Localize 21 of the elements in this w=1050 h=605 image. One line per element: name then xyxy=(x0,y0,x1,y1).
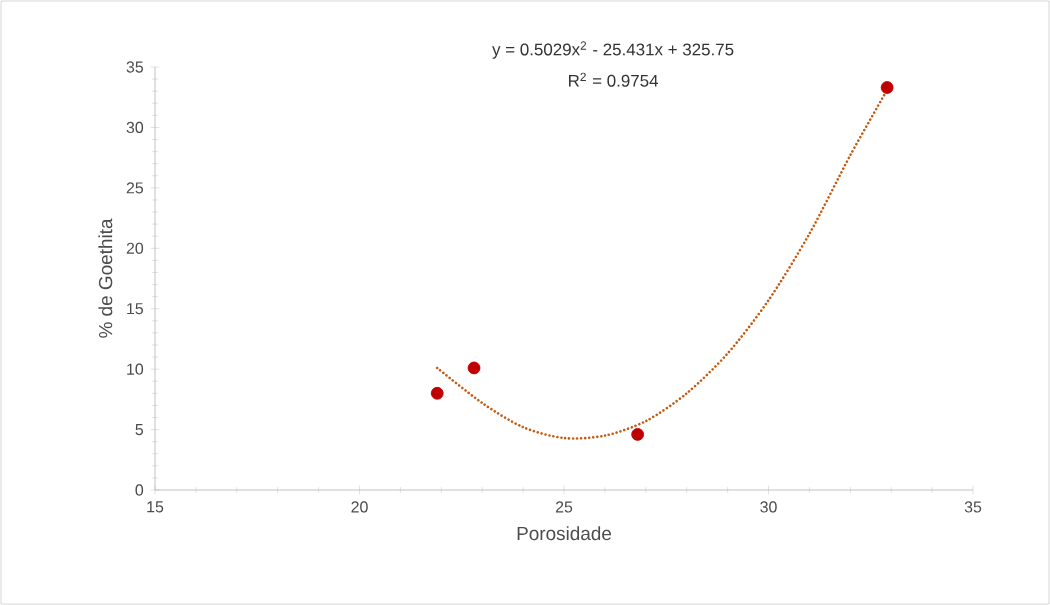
y-tick-label: 25 xyxy=(126,182,144,194)
y-tick-label: 0 xyxy=(135,484,144,496)
point xyxy=(631,428,645,441)
y-tick-label: 35 xyxy=(126,61,144,73)
text: y = 0.5029x$^{2}$ - 25.431x + 325.75 xyxy=(492,41,734,59)
x-tick-label: 35 xyxy=(964,501,982,513)
annotation: R$^{2}$ = 0.9754 xyxy=(569,72,659,87)
y-tick-label: 20 xyxy=(126,242,144,254)
y-tick-label: 5 xyxy=(135,424,144,436)
y-tick-label: 10 xyxy=(127,363,144,375)
x-tick-label: 30 xyxy=(760,501,777,513)
x-tick-label: 25 xyxy=(555,501,573,513)
x-tick-label: 20 xyxy=(351,501,368,513)
point xyxy=(430,386,444,400)
point xyxy=(880,81,894,94)
y-axis-title: % de Goethita xyxy=(98,218,113,338)
x-axis-title: Porosidade xyxy=(517,526,612,541)
point xyxy=(467,361,481,375)
x-tick-label: 15 xyxy=(147,501,164,513)
y-tick-label: 15 xyxy=(127,303,144,315)
y-tick-label: 30 xyxy=(126,121,144,134)
